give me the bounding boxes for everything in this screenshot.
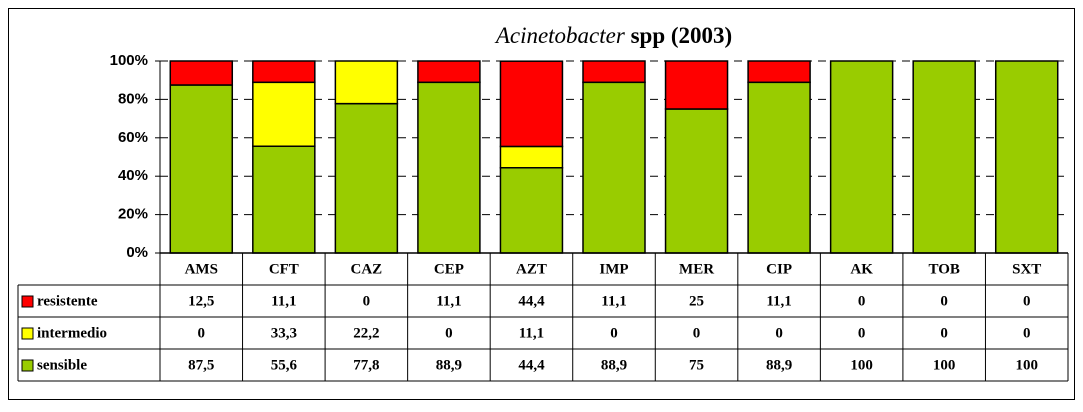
data-label: 88,9 bbox=[766, 357, 792, 373]
data-label: 0 bbox=[858, 325, 866, 341]
y-tick-label: 80% bbox=[118, 90, 148, 107]
data-label: 0 bbox=[610, 325, 618, 341]
bar-segment bbox=[252, 145, 316, 254]
y-tick-label: 0% bbox=[126, 244, 148, 261]
bar-segment bbox=[499, 60, 564, 148]
bar-segment bbox=[169, 84, 234, 254]
bar-segment bbox=[994, 60, 1059, 254]
x-tick-label: TOB bbox=[928, 261, 959, 277]
legend-label: sensible bbox=[37, 357, 87, 373]
data-label: 11,1 bbox=[519, 325, 544, 341]
data-label: 100 bbox=[933, 357, 956, 373]
data-label: 77,8 bbox=[353, 357, 379, 373]
bar-segment bbox=[664, 108, 729, 254]
x-tick-label: CAZ bbox=[351, 261, 383, 277]
data-label: 0 bbox=[775, 325, 783, 341]
data-label: 22,2 bbox=[353, 325, 379, 341]
data-label: 44,4 bbox=[518, 357, 545, 373]
x-tick-label: AK bbox=[850, 261, 873, 277]
legend-key bbox=[21, 327, 34, 340]
y-tick-label: 60% bbox=[118, 129, 148, 146]
x-tick-label: CEP bbox=[434, 261, 464, 277]
bar-segment bbox=[499, 167, 564, 254]
y-tick-label: 20% bbox=[118, 206, 148, 223]
data-label: 100 bbox=[1015, 357, 1038, 373]
data-label: 25 bbox=[689, 293, 704, 309]
data-label: 11,1 bbox=[766, 293, 791, 309]
data-label: 0 bbox=[1023, 293, 1031, 309]
bar-segment bbox=[912, 60, 976, 254]
data-label: 12,5 bbox=[188, 293, 214, 309]
x-tick-label: SXT bbox=[1012, 261, 1041, 277]
bar-segment bbox=[169, 60, 234, 86]
bar-segment bbox=[582, 81, 646, 254]
bar-segment bbox=[417, 60, 481, 84]
data-label: 88,9 bbox=[601, 357, 627, 373]
data-label: 33,3 bbox=[271, 325, 297, 341]
data-label: 0 bbox=[693, 325, 701, 341]
bar-segment bbox=[252, 60, 316, 84]
data-label: 0 bbox=[198, 325, 206, 341]
data-label: 0 bbox=[363, 293, 371, 309]
bar-segment bbox=[747, 60, 811, 84]
x-tick-label: MER bbox=[679, 261, 714, 277]
legend-label: resistente bbox=[37, 293, 98, 309]
x-tick-label: AMS bbox=[185, 261, 218, 277]
data-label: 0 bbox=[940, 293, 948, 309]
bar-segment bbox=[334, 60, 399, 105]
bar-segment bbox=[582, 60, 646, 84]
bar-segment bbox=[664, 60, 729, 110]
legend-key bbox=[21, 295, 34, 308]
bar-segment bbox=[829, 60, 894, 254]
legend-label: intermedio bbox=[37, 325, 107, 341]
bar-segment bbox=[252, 81, 316, 147]
data-label: 0 bbox=[858, 293, 866, 309]
data-label: 11,1 bbox=[271, 293, 296, 309]
data-label: 44,4 bbox=[518, 293, 545, 309]
data-label: 0 bbox=[445, 325, 453, 341]
data-label: 87,5 bbox=[188, 357, 214, 373]
y-tick-label: 40% bbox=[118, 167, 148, 184]
x-tick-label: AZT bbox=[516, 261, 547, 277]
legend-key bbox=[21, 359, 34, 372]
data-label: 0 bbox=[940, 325, 948, 341]
data-label: 88,9 bbox=[436, 357, 462, 373]
bar-segment bbox=[499, 145, 564, 169]
data-label: 11,1 bbox=[601, 293, 626, 309]
bar-segment bbox=[747, 81, 811, 254]
data-label: 100 bbox=[850, 357, 873, 373]
bar-segment bbox=[417, 81, 481, 254]
title-rest: spp (2003) bbox=[631, 23, 733, 48]
chart-title: Acinetobacter spp (2003) bbox=[494, 23, 732, 48]
x-tick-label: IMP bbox=[599, 261, 628, 277]
x-tick-label: CFT bbox=[269, 261, 299, 277]
title-italic: Acinetobacter bbox=[494, 23, 626, 48]
data-label: 75 bbox=[689, 357, 704, 373]
y-tick-label: 100% bbox=[110, 52, 148, 69]
x-tick-label: CIP bbox=[766, 261, 792, 277]
bar-segment bbox=[334, 102, 399, 254]
data-label: 0 bbox=[1023, 325, 1031, 341]
data-label: 55,6 bbox=[271, 357, 298, 373]
data-label: 11,1 bbox=[436, 293, 461, 309]
